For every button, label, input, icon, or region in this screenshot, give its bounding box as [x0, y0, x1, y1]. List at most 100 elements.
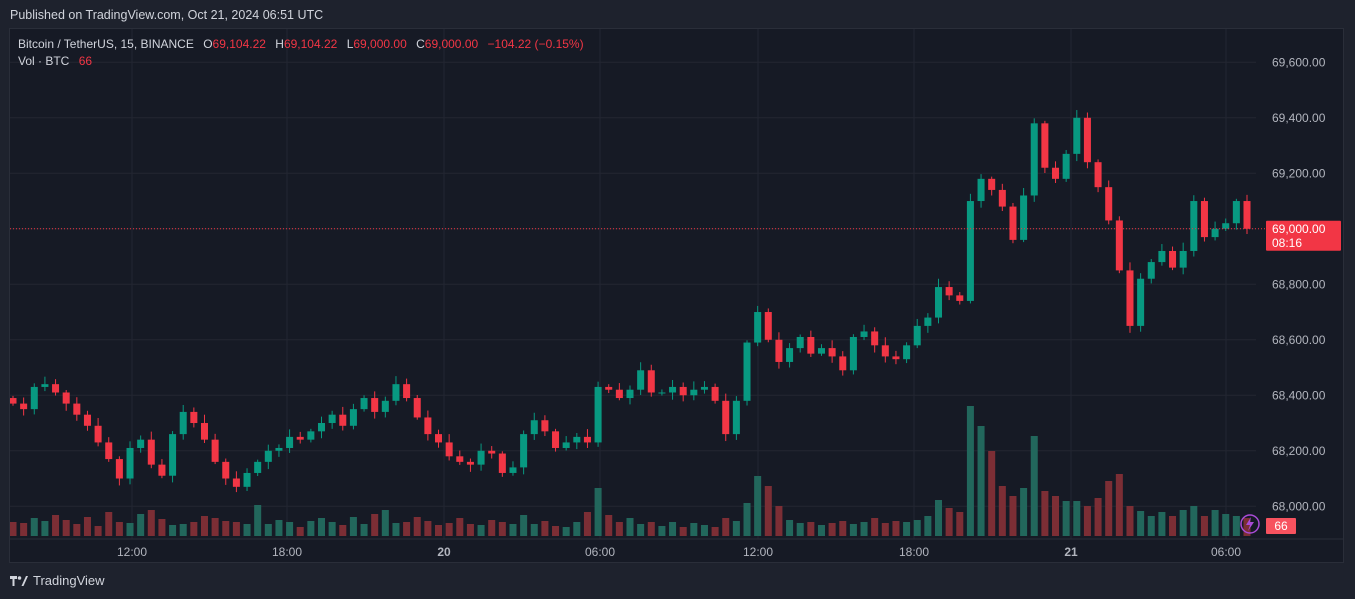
volume-row: Vol · BTC 66: [18, 53, 584, 70]
chart-panel[interactable]: 69,600.00 69,400.00 69,200.00 69,000.00 68,8…: [9, 28, 1344, 563]
volume-bar: [20, 523, 28, 536]
volume-bar: [658, 526, 666, 536]
volume-bar: [126, 523, 134, 536]
candle-body: [424, 417, 432, 435]
volume-bar: [296, 527, 304, 536]
candle-body: [849, 336, 857, 371]
candle-body: [466, 461, 474, 465]
volume-bar: [956, 512, 964, 536]
candle-body: [871, 331, 879, 346]
volume-bar: [892, 521, 900, 536]
candle-body: [860, 331, 868, 337]
footer-brand-text: TradingView: [33, 573, 105, 588]
volume-bar: [1083, 506, 1091, 536]
candlestick-chart[interactable]: 69,600.00 69,400.00 69,200.00 69,000.00 68,8…: [10, 29, 1344, 563]
candle-body: [254, 461, 262, 473]
volume-bar: [849, 524, 857, 536]
y-tick-label: 68,800.00: [1272, 277, 1326, 291]
volume-bar: [94, 526, 102, 536]
volume-label[interactable]: Vol · BTC: [18, 54, 70, 68]
candle-body: [1105, 187, 1113, 221]
candle-body: [658, 392, 666, 394]
candle-body: [52, 384, 60, 393]
current-price-badge: [1266, 220, 1341, 251]
open-value: 69,104.22: [212, 37, 266, 51]
candle-body: [1243, 201, 1251, 229]
volume-bar: [498, 522, 506, 536]
volume-bar: [222, 521, 230, 536]
volume-bar: [966, 406, 974, 536]
high-label: H: [275, 37, 284, 51]
candle-body: [1222, 223, 1230, 229]
volume-bar: [30, 518, 38, 536]
candle-body: [828, 348, 836, 357]
volume-bar: [998, 486, 1006, 536]
candle-countdown-label: 08:16: [1272, 236, 1302, 250]
volume-bar: [435, 525, 443, 536]
candle-body: [222, 461, 230, 479]
volume-bar: [360, 524, 368, 536]
volume-bar: [903, 522, 911, 536]
volume-bar: [1030, 436, 1038, 536]
x-tick-label: 18:00: [272, 545, 302, 559]
volume-bar: [190, 522, 198, 536]
volume-bar: [1105, 481, 1113, 536]
volume-bar: [690, 523, 698, 536]
volume-bar: [307, 521, 315, 536]
candle-body: [339, 414, 347, 426]
volume-value: 66: [78, 54, 93, 68]
candle-body: [498, 453, 506, 473]
candle-body: [722, 400, 730, 435]
volume-badge-label: 66: [1274, 519, 1288, 533]
volume-bar: [924, 516, 932, 536]
current-price-label: 69,000.00: [1272, 222, 1326, 236]
candle-body: [562, 442, 570, 448]
symbol-title[interactable]: Bitcoin / TetherUS, 15, BINANCE: [18, 37, 194, 51]
volume-bar: [413, 517, 421, 536]
low-label: L: [346, 37, 354, 51]
volume-bar: [807, 522, 815, 536]
candle-body: [1041, 123, 1049, 168]
volume-bar: [796, 523, 804, 536]
candle-body: [541, 420, 549, 432]
candle-body: [764, 312, 772, 340]
volume-bar: [1243, 518, 1251, 536]
candle-body: [296, 436, 304, 440]
candle-body: [232, 478, 240, 487]
footer-brand[interactable]: TradingView: [10, 573, 105, 588]
volume-bar: [594, 488, 602, 536]
volume-bar: [339, 525, 347, 536]
candle-body: [956, 295, 964, 301]
candle-body: [381, 400, 389, 412]
close-label: C: [416, 37, 425, 51]
volume-bar: [552, 526, 560, 536]
x-tick-label: 21: [1064, 545, 1078, 559]
volume-bar: [403, 522, 411, 536]
volume-bar: [743, 503, 751, 536]
candle-body: [1147, 262, 1155, 279]
volume-bar: [115, 522, 123, 536]
y-tick-label: 69,400.00: [1272, 111, 1326, 125]
candle-body: [1083, 117, 1091, 163]
volume-bar: [1211, 510, 1219, 536]
volume-bar: [264, 524, 272, 536]
candle-body: [732, 400, 740, 435]
volume-bar: [881, 523, 889, 536]
candle-body: [190, 411, 198, 424]
low-value: 69,000.00: [353, 37, 407, 51]
candle-body: [796, 336, 804, 349]
volume-bar: [1222, 514, 1230, 536]
volume-bar: [913, 520, 921, 536]
volume-bar: [456, 518, 464, 536]
x-tick-label: 20: [437, 545, 451, 559]
y-tick-label: 68,400.00: [1272, 388, 1326, 402]
volume-bar: [328, 522, 336, 536]
lightning-icon[interactable]: [1240, 514, 1260, 534]
candle-body: [1062, 153, 1070, 179]
volume-bar: [488, 520, 496, 536]
volume-bar: [669, 522, 677, 536]
open-label: O: [203, 37, 213, 51]
volume-bar: [934, 500, 943, 536]
candle-body: [392, 384, 400, 401]
candle-body: [147, 439, 155, 465]
